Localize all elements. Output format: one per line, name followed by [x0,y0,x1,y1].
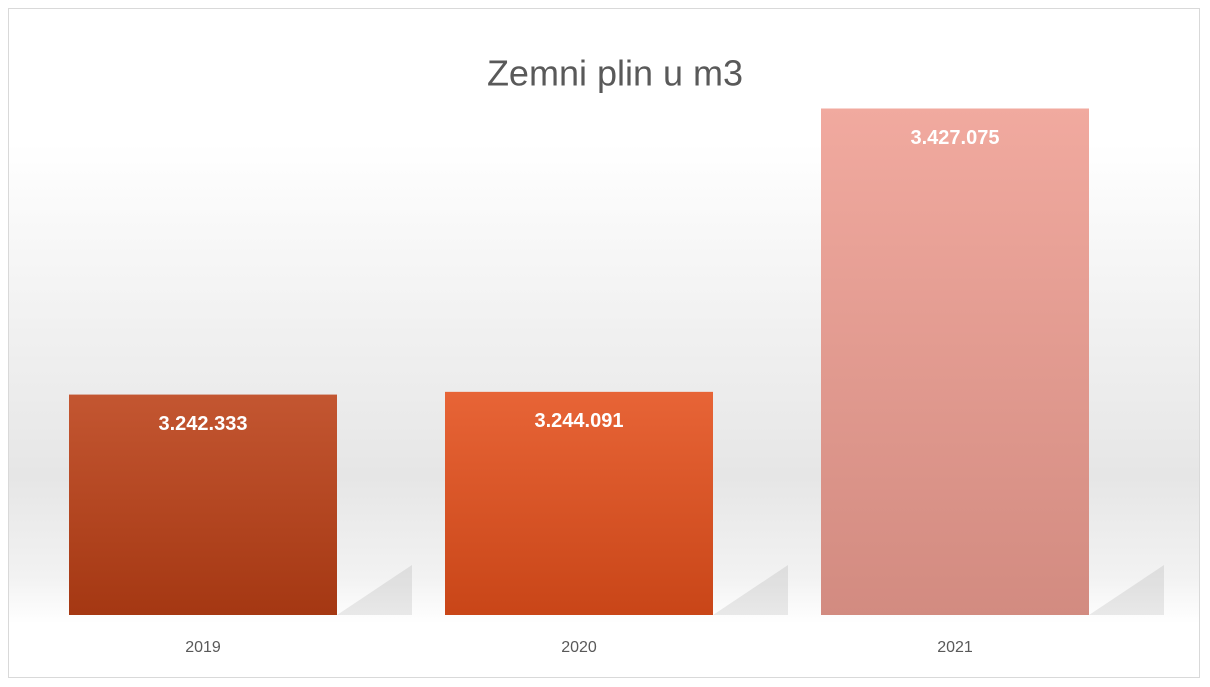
bar-shade [69,394,337,615]
bar-shade [445,391,713,615]
x-tick-label: 2021 [937,639,973,656]
data-label: 3.244.091 [535,410,624,432]
bar-shadow [713,565,788,615]
x-tick-label: 2019 [185,639,221,656]
bar-shadow [337,565,412,615]
data-label: 3.242.333 [159,413,248,435]
chart-title: Zemni plin u m3 [487,53,743,94]
x-tick-label: 2020 [561,639,597,656]
bar-shade [821,108,1089,615]
bar-shadow [1089,565,1164,615]
data-label: 3.427.075 [911,127,1000,149]
